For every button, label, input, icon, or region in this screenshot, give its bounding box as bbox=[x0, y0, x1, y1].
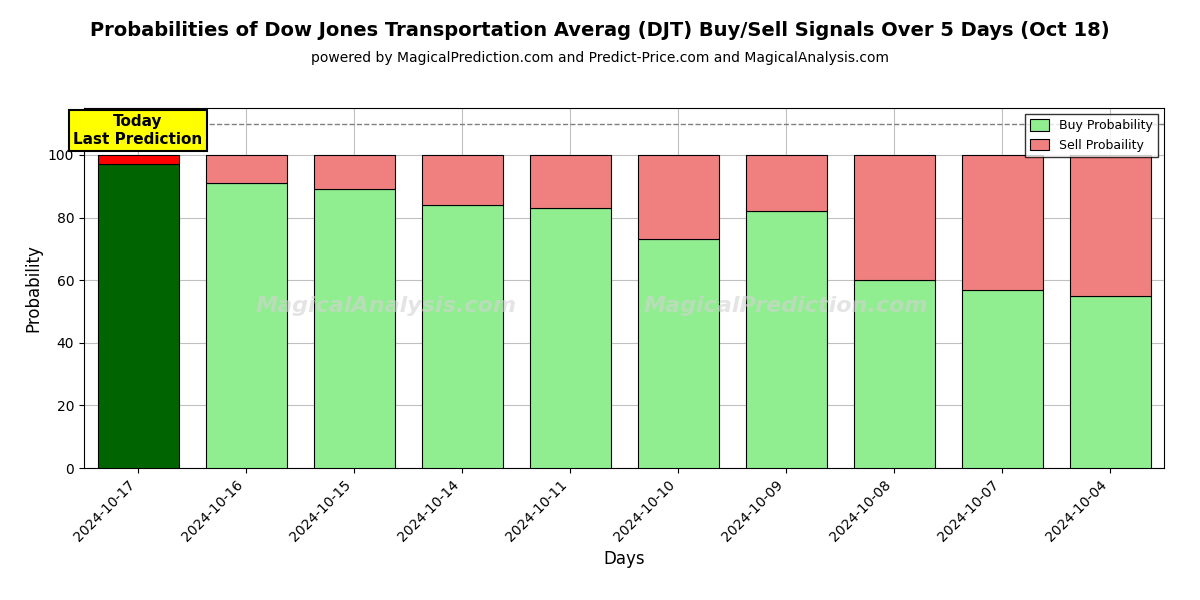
Text: Today
Last Prediction: Today Last Prediction bbox=[73, 114, 203, 146]
Text: Probabilities of Dow Jones Transportation Averag (DJT) Buy/Sell Signals Over 5 D: Probabilities of Dow Jones Transportatio… bbox=[90, 21, 1110, 40]
Bar bbox=[529, 208, 611, 468]
Bar bbox=[745, 211, 827, 468]
Bar bbox=[205, 155, 287, 183]
Text: powered by MagicalPrediction.com and Predict-Price.com and MagicalAnalysis.com: powered by MagicalPrediction.com and Pre… bbox=[311, 51, 889, 65]
Bar bbox=[637, 155, 719, 239]
Bar bbox=[961, 290, 1043, 468]
Bar bbox=[421, 155, 503, 205]
Text: MagicalPrediction.com: MagicalPrediction.com bbox=[643, 296, 929, 316]
Bar bbox=[421, 205, 503, 468]
Bar bbox=[961, 155, 1043, 290]
Bar bbox=[97, 164, 179, 468]
Bar bbox=[1069, 155, 1151, 296]
Bar bbox=[853, 155, 935, 280]
Text: MagicalAnalysis.com: MagicalAnalysis.com bbox=[256, 296, 517, 316]
Bar bbox=[313, 190, 395, 468]
Y-axis label: Probability: Probability bbox=[24, 244, 42, 332]
Legend: Buy Probability, Sell Probaility: Buy Probability, Sell Probaility bbox=[1025, 114, 1158, 157]
Bar bbox=[529, 155, 611, 208]
Bar bbox=[313, 155, 395, 190]
Bar bbox=[745, 155, 827, 211]
Bar bbox=[97, 155, 179, 164]
Bar bbox=[853, 280, 935, 468]
Bar bbox=[637, 239, 719, 468]
Bar bbox=[205, 183, 287, 468]
Bar bbox=[1069, 296, 1151, 468]
X-axis label: Days: Days bbox=[604, 550, 644, 568]
